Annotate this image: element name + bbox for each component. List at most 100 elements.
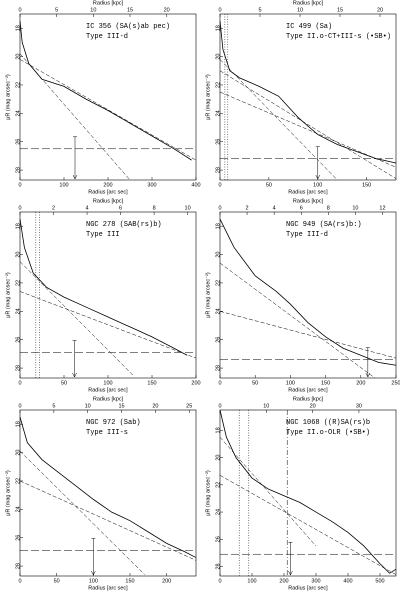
y-tick-label: 18 (215, 427, 221, 433)
x2-tick-label: 6 (300, 205, 303, 211)
y-tick-label: 26 (15, 535, 21, 541)
x-tick-label: 200 (103, 182, 112, 188)
limit-arrow (72, 136, 78, 180)
x-axis-label: Radius [arc sec] (288, 387, 328, 393)
y-tick-label: 24 (215, 308, 221, 314)
panel-title: IC 356 (SA(s)ab pec) (86, 23, 170, 31)
profile-line (219, 437, 317, 547)
x-axis-label: Radius [arc sec] (288, 189, 328, 195)
x-tick-label: 200 (162, 578, 171, 584)
x2-tick-label: 8 (153, 205, 156, 211)
y-tick-label: 18 (15, 25, 21, 31)
x-tick-label: 150 (321, 380, 330, 386)
x2-axis-label: Radius [kpc] (293, 0, 324, 6)
y-tick-label: 22 (15, 478, 21, 484)
y-tick-label: 26 (215, 139, 221, 145)
panel-title: NGC 1068 ((R)SA(rs)b (286, 419, 370, 427)
profile-line (219, 91, 397, 168)
x2-axis-label: Radius [kpc] (93, 396, 124, 402)
x-tick-label: 0 (218, 380, 221, 386)
y-tick-label: 28 (15, 167, 21, 173)
profile-line (219, 311, 397, 359)
profile-line (219, 475, 397, 575)
x2-tick-label: 10 (352, 205, 358, 211)
y-tick-label: 28 (15, 365, 21, 371)
x-tick-label: 50 (54, 578, 60, 584)
y-tick-label: 24 (15, 506, 21, 512)
x2-tick-label: 10 (85, 403, 91, 409)
y-tick-label: 24 (15, 110, 21, 116)
y-tick-label: 20 (215, 455, 221, 461)
x-tick-label: 100 (89, 578, 98, 584)
x-tick-label: 100 (286, 380, 295, 386)
x2-tick-label: 0 (218, 205, 221, 211)
profile-line (219, 70, 397, 179)
plot-frame (19, 409, 197, 577)
y-tick-label: 20 (15, 252, 21, 258)
limit-arrow (315, 146, 321, 180)
x-tick-label: 50 (61, 380, 67, 386)
y-tick-label: 18 (215, 25, 221, 31)
x-tick-label: 300 (147, 182, 156, 188)
y-tick-label: 18 (215, 223, 221, 229)
x-tick-label: 100 (247, 578, 256, 584)
x-axis-label: Radius [arc sec] (288, 585, 328, 591)
x-tick-label: 50 (266, 182, 272, 188)
x-tick-label: 0 (18, 182, 21, 188)
profile-line (19, 21, 192, 161)
x2-axis-label: Radius [kpc] (293, 396, 324, 402)
x-tick-label: 200 (191, 380, 200, 386)
x2-tick-label: 15 (127, 7, 133, 13)
x2-tick-label: 15 (118, 403, 124, 409)
x2-tick-label: 10 (185, 205, 191, 211)
x-tick-label: 100 (313, 182, 322, 188)
y-tick-label: 22 (15, 280, 21, 286)
panel-type: Type III-d (86, 33, 128, 41)
x2-axis-label: Radius [kpc] (93, 0, 124, 6)
x2-tick-label: 25 (186, 403, 192, 409)
plot-frame (219, 211, 397, 379)
y-axis-label: μR (mag arcsec⁻²) (205, 74, 211, 120)
x2-tick-label: 20 (310, 403, 316, 409)
y-tick-label: 26 (215, 536, 221, 542)
plot-frame (219, 409, 397, 577)
x-tick-label: 400 (343, 578, 352, 584)
y-tick-label: 22 (215, 280, 221, 286)
y-tick-label: 28 (15, 563, 21, 569)
panel-type: Type III-s (86, 429, 128, 437)
x-tick-label: 150 (147, 380, 156, 386)
x-tick-label: 0 (18, 578, 21, 584)
x-axis-label: Radius [arc sec] (88, 189, 128, 195)
y-tick-label: 24 (215, 509, 221, 515)
x2-tick-label: 20 (152, 403, 158, 409)
panel-title: NGC 949 (SA(rs)b:) (286, 221, 362, 229)
limit-arrow (365, 347, 371, 378)
x-tick-label: 300 (311, 578, 320, 584)
x-tick-label: 150 (362, 182, 371, 188)
x2-tick-label: 2 (246, 205, 249, 211)
y-tick-label: 28 (215, 365, 221, 371)
x-tick-label: 200 (356, 380, 365, 386)
y-tick-label: 20 (215, 54, 221, 60)
panel-type: Type III-d (286, 231, 328, 239)
profile-line (19, 59, 197, 161)
x2-tick-label: 10 (90, 7, 96, 13)
panel-type: Type III (86, 231, 120, 239)
y-tick-label: 28 (215, 167, 221, 173)
panel-type: Type II.o-CT+III-s (•SB•) (286, 33, 391, 41)
y-axis-label: μR (mag arcsec⁻²) (5, 470, 11, 516)
x2-tick-label: 5 (52, 403, 55, 409)
panel-title: IC 499 (Sa) (286, 23, 332, 31)
profile-line (19, 450, 145, 575)
x-tick-label: 50 (252, 380, 258, 386)
x2-tick-label: 15 (337, 7, 343, 13)
y-axis-label: μR (mag arcsec⁻²) (5, 74, 11, 120)
x2-tick-label: 8 (327, 205, 330, 211)
profile-line (219, 59, 338, 181)
x-tick-label: 100 (59, 182, 68, 188)
y-tick-label: 22 (15, 82, 21, 88)
panel-type: Type II.o-OLR (•SB•) (286, 429, 370, 437)
x2-tick-label: 12 (379, 205, 385, 211)
x2-tick-label: 5 (55, 7, 58, 13)
